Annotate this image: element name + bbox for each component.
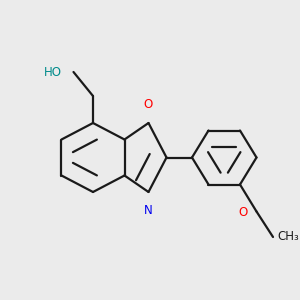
Text: O: O: [144, 98, 153, 111]
Text: N: N: [144, 204, 153, 217]
Text: HO: HO: [44, 65, 62, 79]
Text: CH₃: CH₃: [278, 230, 299, 244]
Text: O: O: [238, 206, 248, 220]
